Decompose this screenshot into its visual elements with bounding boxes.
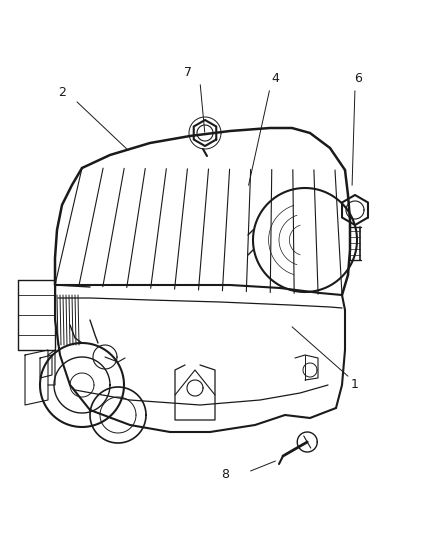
Text: 4: 4	[271, 71, 279, 85]
Text: 2: 2	[58, 85, 66, 99]
Text: 7: 7	[184, 66, 192, 78]
Text: 1: 1	[351, 378, 359, 392]
Text: 8: 8	[221, 469, 229, 481]
Text: 6: 6	[354, 71, 362, 85]
